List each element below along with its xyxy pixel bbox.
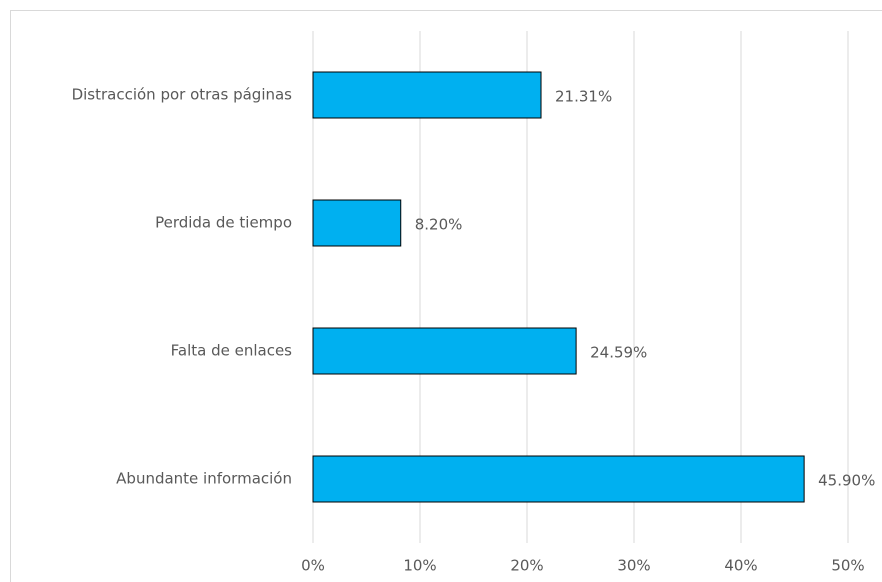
data-label: 24.59%: [590, 344, 647, 362]
bar: [312, 71, 542, 119]
x-tick-label: 20%: [510, 557, 543, 575]
x-tick-label: 30%: [617, 557, 650, 575]
y-tick-label: Distracción por otras páginas: [72, 86, 293, 104]
chart-frame: [10, 10, 882, 582]
bar: [312, 199, 402, 247]
x-tick-label: 10%: [403, 557, 436, 575]
bar: [312, 327, 577, 375]
data-label: 8.20%: [415, 216, 463, 234]
data-label: 45.90%: [818, 472, 875, 490]
y-tick-label: Abundante información: [116, 470, 292, 488]
y-tick-label: Falta de enlaces: [171, 342, 293, 360]
x-tick-label: 0%: [301, 557, 325, 575]
x-tick-label: 50%: [831, 557, 864, 575]
data-label: 21.31%: [555, 88, 612, 106]
x-tick-label: 40%: [724, 557, 757, 575]
bar: [312, 455, 805, 503]
y-tick-label: Perdida de tiempo: [155, 214, 292, 232]
